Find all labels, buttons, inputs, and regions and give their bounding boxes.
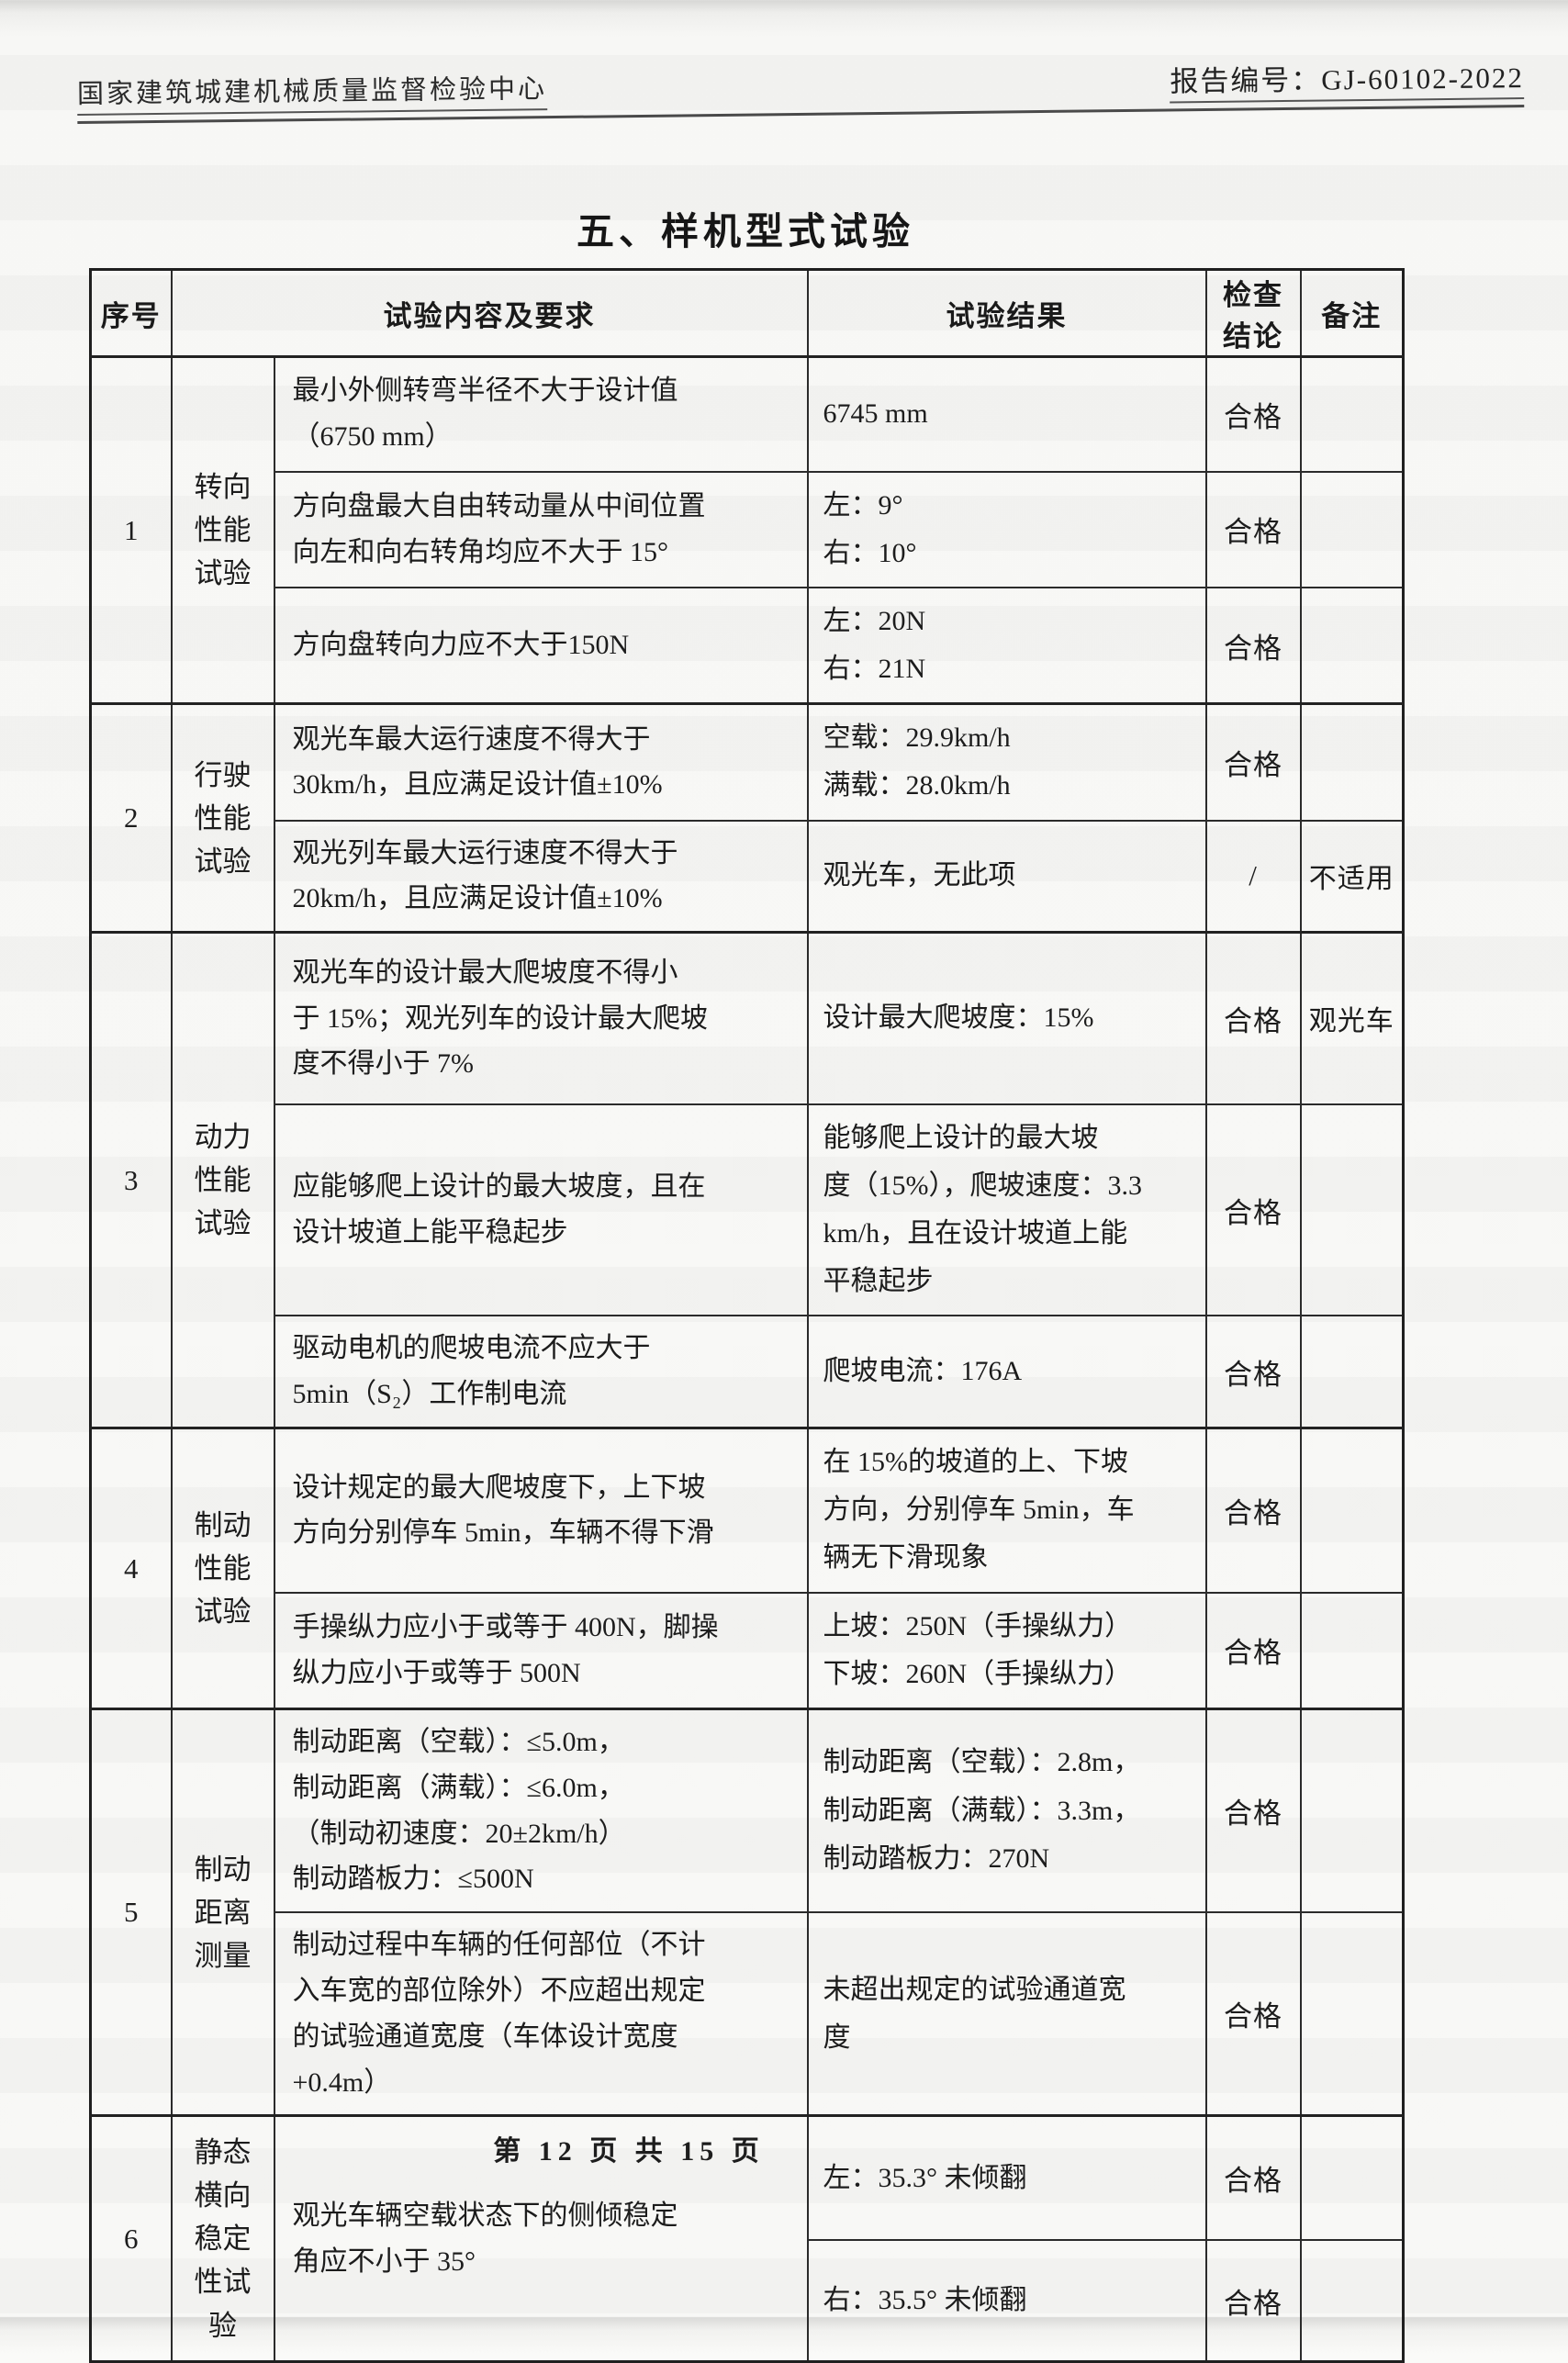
col-header-seq: 序号 [89,268,173,358]
content-cell: 应能够爬上设计的最大坡度，且在 设计坡道上能平稳起步 [273,1103,809,1317]
content-cell: 观光车的设计最大爬坡度不得小 于 15%；观光列车的设计最大爬坡 度不得小于 7… [273,931,809,1105]
table-row: 1 转向 性能 试验 最小外侧转弯半径不大于设计值 （6750 mm） 6745… [89,355,1405,705]
conclusion-cell: 合格 [1204,1591,1302,1710]
conclusion-cell: 合格 [1204,702,1302,822]
result-cell: 观光车，无此项 [806,819,1207,934]
content-cell: 方向盘转向力应不大于150N [273,586,809,705]
result-cell: 左：35.3° 未倾翻 [806,2114,1207,2241]
col-header-content: 试验内容及要求 [170,268,809,358]
remark-cell [1299,355,1405,473]
seq-cell: 2 [89,702,173,934]
remark-cell: 观光车 [1299,931,1405,1105]
remark-cell [1299,2238,1405,2363]
table-row: 方向盘转向力应不大于150N 左：20N 右：21N 合格 [91,586,1405,705]
category-cell: 制动 距离 测量 [170,1707,275,2117]
conclusion-cell: 合格 [1204,355,1302,473]
seq-cell: 3 [89,931,173,1429]
report-org: 国家建筑城建机械质量监督检验中心 [76,67,548,116]
conclusion-cell: 合格 [1204,2114,1302,2241]
type-test-table-wrapper: 序号 试验内容及要求 试验结果 检查 结论 备注 1 转向 性能 试验 最小外侧… [89,268,1405,2363]
conclusion-cell: 合格 [1204,470,1302,588]
seq-cell: 4 [89,1427,173,1710]
remark-cell [1299,1427,1405,1594]
table-row: 手操纵力应小于或等于 400N，脚操 纵力应小于或等于 500N 上坡：250N… [91,1591,1405,1710]
category-cell: 动力 性能 试验 [170,931,275,1429]
content-cell: 制动距离（空载）：≤5.0m， 制动距离（满载）：≤6.0m， （制动初速度：2… [273,1708,809,1914]
remark-cell [1299,1911,1405,2117]
report-number: 报告编号：GJ-60102-2022 [1170,54,1525,104]
content-cell: 手操纵力应小于或等于 400N，脚操 纵力应小于或等于 500N [273,1591,809,1710]
page-footer: 第 12 页 共 15 页 [493,2136,765,2167]
table-row: 5 制动 距离 测量 制动距离（空载）：≤5.0m， 制动距离（满载）：≤6.0… [89,1707,1405,2117]
conclusion-cell: 合格 [1204,1708,1302,1914]
remark-cell [1299,1315,1405,1429]
result-cell: 爬坡电流：176A [806,1315,1207,1429]
result-cell: 6745 mm [806,355,1207,473]
conclusion-cell: 合格 [1204,586,1302,705]
result-cell: 左：9° 右：10° [806,470,1207,588]
content-cell: 最小外侧转弯半径不大于设计值 （6750 mm） [273,355,809,473]
remark-cell [1299,1708,1405,1914]
conclusion-cell: 合格 [1204,1427,1302,1594]
result-cell: 设计最大爬坡度：15% [806,931,1207,1105]
result-cell: 空载：29.9km/h 满载：28.0km/h [806,702,1207,822]
conclusion-cell: 合格 [1204,931,1302,1105]
table-row: 观光列车最大运行速度不得大于 20km/h，且应满足设计值±10% 观光车，无此… [91,819,1405,934]
content-cell: 设计规定的最大爬坡度下，上下坡 方向分别停车 5min，车辆不得下滑 [273,1427,809,1594]
content-cell: 观光列车最大运行速度不得大于 20km/h，且应满足设计值±10% [273,819,809,934]
result-cell: 未超出规定的试验通道宽 度 [806,1911,1207,2117]
conclusion-cell: 合格 [1204,1911,1302,2117]
conclusion-cell: 合格 [1204,1315,1302,1429]
table-row: 方向盘最大自由转动量从中间位置 向左和向右转角均应不大于 15° 左：9° 右：… [91,470,1405,588]
result-cell: 在 15%的坡道的上、下坡 方向，分别停车 5min，车 辆无下滑现象 [806,1427,1207,1594]
result-cell: 右：35.5° 未倾翻 [806,2238,1207,2363]
category-cell: 转向 性能 试验 [170,355,275,705]
content-cell: 方向盘最大自由转动量从中间位置 向左和向右转角均应不大于 15° [273,470,809,588]
content-cell: 制动过程中车辆的任何部位（不计 入车宽的部位除外）不应超出规定 的试验通道宽度（… [273,1911,809,2117]
remark-cell [1299,2114,1405,2241]
result-cell: 左：20N 右：21N [806,586,1207,705]
col-header-remark: 备注 [1299,268,1405,358]
content-cell: 观光车最大运行速度不得大于 30km/h，且应满足设计值±10% [273,702,809,822]
table-header-row: 序号 试验内容及要求 试验结果 检查 结论 备注 [89,268,1405,358]
result-cell: 能够爬上设计的最大坡 度（15%），爬坡速度：3.3 km/h，且在设计坡道上能… [806,1103,1207,1317]
table-row: 3 动力 性能 试验 观光车的设计最大爬坡度不得小 于 15%；观光列车的设计最… [89,931,1405,1429]
content-cell: 驱动电机的爬坡电流不应大于 5min（S₂）工作制电流 [273,1315,809,1429]
table-row: 4 制动 性能 试验 设计规定的最大爬坡度下，上下坡 方向分别停车 5min，车… [89,1427,1405,1710]
table-row: 制动过程中车辆的任何部位（不计 入车宽的部位除外）不应超出规定 的试验通道宽度（… [91,1911,1405,2117]
remark-cell [1299,702,1405,822]
remark-cell [1299,586,1405,705]
table-row: 应能够爬上设计的最大坡度，且在 设计坡道上能平稳起步 能够爬上设计的最大坡 度（… [91,1103,1405,1317]
remark-cell [1299,470,1405,588]
conclusion-cell: 合格 [1204,2238,1302,2363]
col-header-result: 试验结果 [806,268,1207,358]
table-row: 2 行驶 性能 试验 观光车最大运行速度不得大于 30km/h，且应满足设计值±… [89,702,1405,934]
remark-cell [1299,1591,1405,1710]
seq-cell: 1 [89,355,173,705]
conclusion-cell: 合格 [1204,1103,1302,1317]
seq-cell: 5 [89,1707,173,2117]
category-cell: 行驶 性能 试验 [170,702,275,934]
section-title: 五、样机型式试验 [577,210,914,252]
col-header-conclusion: 检查 结论 [1204,268,1302,358]
type-test-table: 序号 试验内容及要求 试验结果 检查 结论 备注 1 转向 性能 试验 最小外侧… [89,268,1405,2363]
result-cell: 制动距离（空载）：2.8m， 制动距离（满载）：3.3m， 制动踏板力：270N [806,1708,1207,1914]
category-cell: 制动 性能 试验 [170,1427,275,1710]
result-cell: 上坡：250N（手操纵力） 下坡：260N（手操纵力） [806,1591,1207,1710]
remark-cell [1299,1103,1405,1317]
remark-cell: 不适用 [1299,819,1405,934]
conclusion-cell: / [1204,819,1302,934]
table-row: 驱动电机的爬坡电流不应大于 5min（S₂）工作制电流 爬坡电流：176A 合格 [91,1315,1405,1429]
page-header: 国家建筑城建机械质量监督检验中心 报告编号：GJ-60102-2022 [76,54,1525,124]
